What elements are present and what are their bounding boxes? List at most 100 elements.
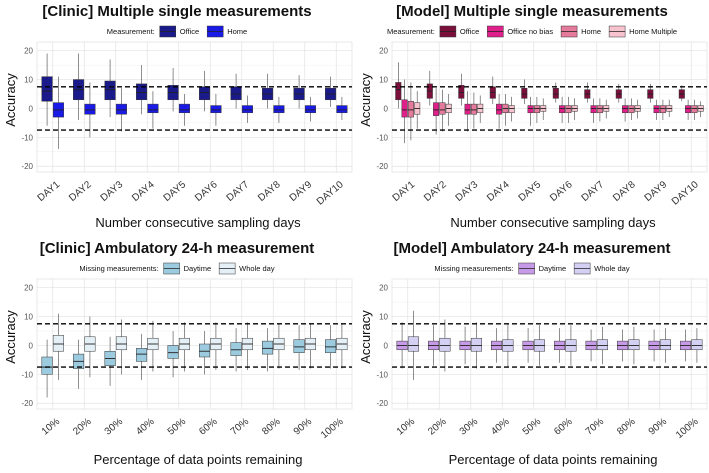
box-home-day9 [659,99,666,120]
y-tick-label: -10 [21,133,33,142]
box-body [622,105,629,114]
legend: Measurement: Office Home [107,25,247,38]
box-office-day8 [262,73,274,109]
box-office-no-bias-day10 [685,99,692,120]
x-tick-label: DAY7 [580,179,607,204]
legend: Missing measurements: Daytime Whole day [434,262,630,275]
box-office-day9 [293,75,305,109]
panel-clinic-multiple-single: [Clinic] Multiple single measurements Me… [0,0,354,236]
plot-area: -20 -10 0 10 20 10% 20% 30% 40% 50% 60% 70% 80% 90% 10… [376,278,708,441]
box-body [470,337,482,352]
y-tick-label: -10 [21,370,33,379]
panel-clinic-ambulatory: [Clinic] Ambulatory 24-h measurement Mis… [0,237,354,473]
box-home-multiple-day10 [697,101,704,118]
box-body [199,86,211,101]
box-body [596,339,608,351]
box-office-day2 [426,70,433,106]
box-office-day1 [395,62,402,109]
box-body [325,339,337,353]
x-tick-label: DAY5 [517,179,544,204]
box-body [659,339,671,351]
box-body [41,76,53,102]
box-home-multiple-day5 [540,98,547,120]
x-tick-label: DAY10 [670,179,701,208]
box-office-day6 [199,70,211,112]
box-office-day6 [552,82,559,103]
box-office-day1 [41,53,53,126]
chart-svg: [Clinic] Ambulatory 24-h measurement Mis… [3,240,353,467]
x-tick-label: 50% [166,416,188,437]
x-tick-label: DAY2 [422,179,449,204]
y-tick-label: 10 [379,313,388,322]
box-whole-day-10 [407,310,419,381]
box-home-multiple-day1 [414,91,421,129]
box-office-no-bias-day6 [559,96,566,123]
box-home-multiple-day4 [508,96,515,122]
box-daytime-30 [104,336,116,386]
box-daytime-70 [585,329,597,362]
y-tick-label: -20 [376,162,388,171]
y-tick-label: 20 [379,284,388,293]
box-daytime-10 [396,322,408,369]
box-body [533,105,540,114]
box-body [178,103,190,114]
box-office-day2 [73,53,85,120]
legend-label-office: Office [180,27,199,36]
legend-label-whole-day: Whole day [239,264,275,273]
box-body [273,105,285,114]
box-body [659,105,666,114]
box-home-day2 [84,82,96,138]
box-home-day4 [147,91,159,129]
x-tick-label: DAY6 [548,179,575,204]
box-office-no-bias-day8 [622,98,629,122]
box-daytime-20 [428,325,440,366]
box-home-multiple-day7 [603,99,610,119]
box-body [52,335,64,352]
y-tick-label: 20 [24,284,33,293]
chart-svg: [Model] Ambulatory 24-h measurement Miss… [358,240,708,467]
box-office-day5 [167,68,179,112]
y-axis-label: Accuracy [3,310,18,364]
box-body [470,103,477,115]
box-body [230,86,242,101]
box-body [210,105,222,114]
box-body [407,336,419,352]
box-office-no-bias-day9 [653,99,660,120]
x-tick-label: DAY3 [454,179,481,204]
box-daytime-40 [491,328,503,363]
y-tick-label: -20 [21,162,33,171]
box-body [41,356,53,375]
y-tick-label: -20 [376,399,388,408]
x-tick-label: 30% [458,416,480,437]
box-home-day10 [691,99,698,120]
box-daytime-60 [554,328,566,363]
y-tick-label: 20 [379,47,388,56]
box-daytime-40 [136,333,148,381]
y-tick-label: 10 [24,76,33,85]
box-whole-day-50 [178,322,190,372]
box-body [559,105,566,114]
y-axis-label: Accuracy [358,73,373,127]
box-whole-day-20 [84,316,96,378]
x-tick-label: DAY1 [391,179,418,204]
box-daytime-20 [73,339,85,389]
y-tick-label: 0 [384,104,389,113]
box-body [115,103,127,115]
box-body [496,103,503,115]
box-whole-day-40 [147,320,159,372]
y-tick-label: -20 [21,399,33,408]
legend-title: Measurement: [107,27,155,36]
y-tick-label: 10 [379,76,388,85]
x-tick-label: 80% [260,416,282,437]
box-whole-day-80 [628,326,640,365]
legend-label-daytime: Daytime [184,264,212,273]
box-body [691,339,703,351]
box-office-day7 [584,82,591,103]
box-body [407,100,414,118]
chart-svg: [Clinic] Multiple single measurements Me… [3,3,353,230]
legend-title: Missing measurements: [434,264,513,273]
box-home-day8 [273,96,285,123]
plot-area: -20 -10 0 10 20 10% 20% 30% 40% 50% 60% 70% 80% 90% 10… [21,278,353,441]
